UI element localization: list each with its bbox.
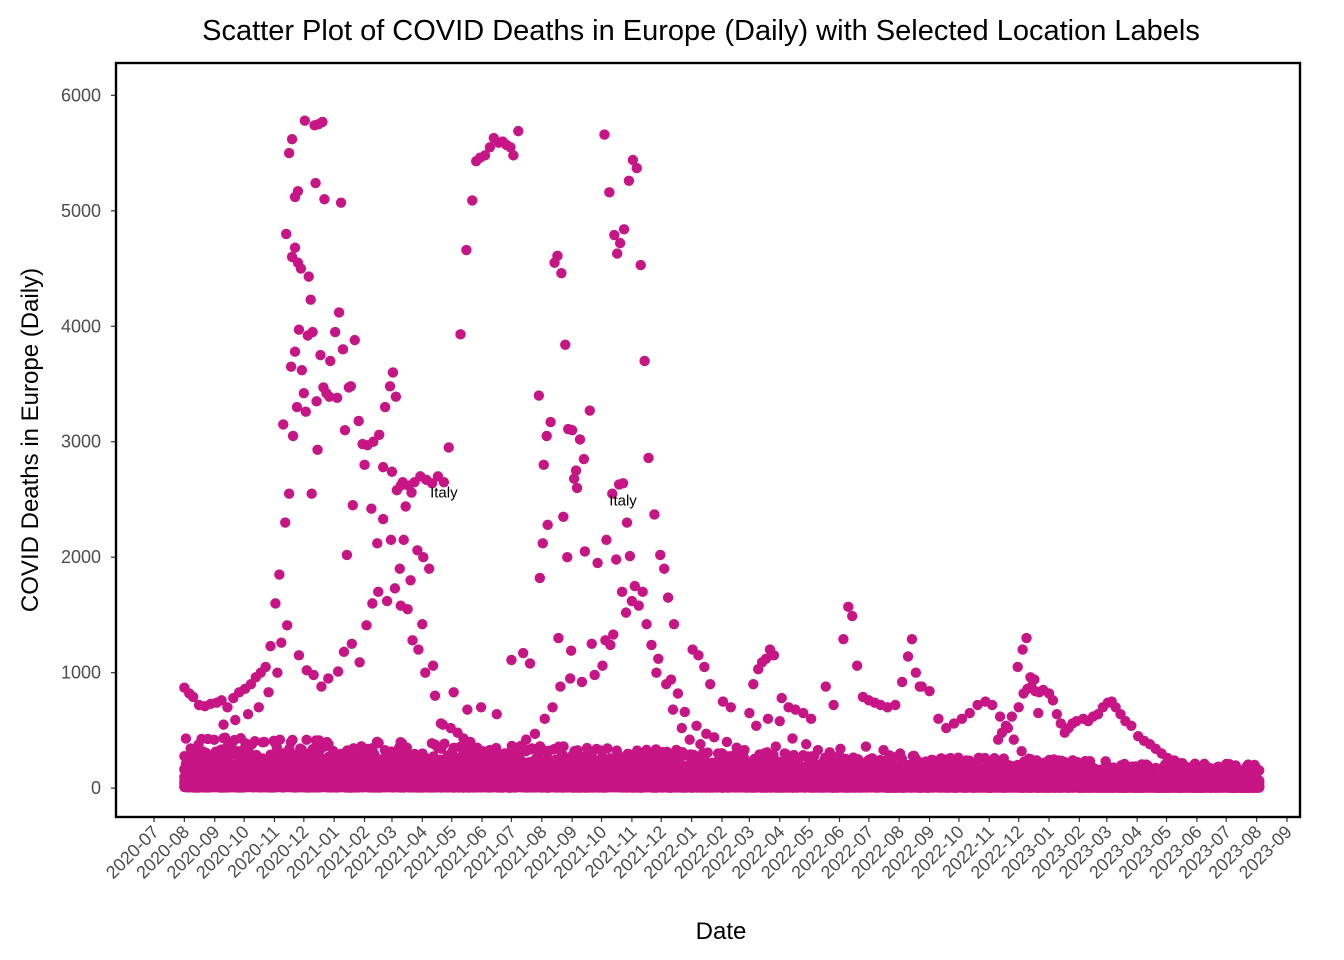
data-point — [259, 736, 270, 748]
y-axis: 0 1000 2000 3000 4000 5000 6000 — [61, 85, 116, 798]
y-tick-label: 3000 — [61, 432, 101, 452]
data-point — [602, 743, 613, 754]
y-tick-label: 1000 — [61, 663, 101, 683]
data-point — [301, 734, 312, 746]
data-point — [180, 733, 192, 744]
y-tick-label: 2000 — [61, 547, 101, 567]
data-point — [208, 734, 220, 746]
data-points — [179, 115, 1265, 794]
y-tick-label: 5000 — [61, 201, 101, 221]
data-point — [373, 737, 384, 749]
y-tick-label: 0 — [91, 778, 101, 798]
chart-title: Scatter Plot of COVID Deaths in Europe (… — [202, 15, 1200, 47]
y-tick-label: 4000 — [61, 316, 101, 336]
data-point — [702, 747, 713, 758]
data-point — [274, 734, 286, 745]
data-point — [558, 741, 569, 752]
data-point — [287, 734, 298, 746]
y-tick-label: 6000 — [61, 85, 101, 105]
data-point — [249, 736, 261, 747]
data-point — [439, 738, 450, 749]
data-point — [348, 743, 359, 754]
